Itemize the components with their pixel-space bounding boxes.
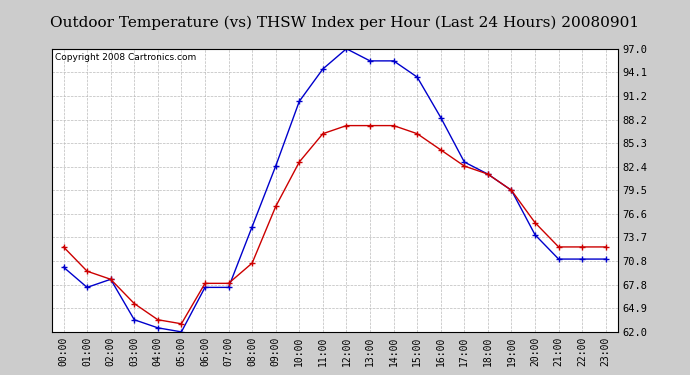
- Text: Copyright 2008 Cartronics.com: Copyright 2008 Cartronics.com: [55, 53, 196, 62]
- Text: Outdoor Temperature (vs) THSW Index per Hour (Last 24 Hours) 20080901: Outdoor Temperature (vs) THSW Index per …: [50, 15, 640, 30]
